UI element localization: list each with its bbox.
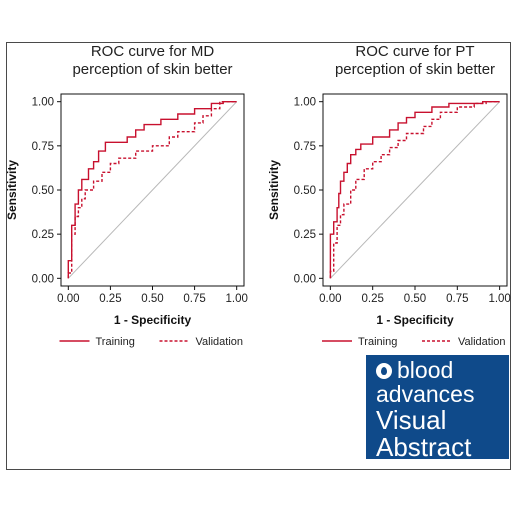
x-axis-label: 1 - Specificity (114, 313, 192, 327)
badge-line1: blood (397, 357, 454, 383)
badge-line4: Abstract (376, 432, 472, 462)
y-axis-label: Sensitivity (267, 160, 281, 220)
y-tick-label: 0.00 (32, 273, 54, 285)
badge-line3: Visual (376, 405, 447, 435)
chart-title-line-2: perception of skin better (72, 61, 232, 78)
y-tick-label: 0.25 (32, 229, 54, 241)
x-tick-label: 0.75 (183, 293, 205, 305)
y-axis-label: Sensitivity (5, 160, 19, 220)
legend-label-training: Training (96, 336, 135, 348)
y-tick-label: 0.75 (294, 141, 316, 153)
legend-label-training: Training (358, 336, 397, 348)
series-line-validation (67, 101, 237, 279)
x-tick-label: 1.00 (488, 293, 510, 305)
x-tick-label: 0.75 (446, 293, 468, 305)
reference-line (67, 101, 238, 279)
x-axis-label: 1 - Specificity (376, 313, 454, 327)
x-tick-label: 0.00 (57, 293, 79, 305)
x-tick-label: 0.50 (404, 293, 426, 305)
y-tick-label: 0.75 (32, 141, 54, 153)
y-tick-label: 0.25 (294, 229, 316, 241)
journal-badge: blood advances Visual Abstract (366, 355, 509, 462)
series-line-validation (329, 101, 500, 279)
series-line-training (329, 101, 500, 279)
x-tick-label: 0.25 (361, 293, 383, 305)
y-tick-label: 0.00 (294, 273, 316, 285)
badge-line2: advances (376, 381, 475, 407)
x-tick-label: 0.00 (319, 293, 341, 305)
y-tick-label: 0.50 (32, 185, 54, 197)
reference-line (329, 101, 501, 279)
y-tick-label: 0.50 (294, 185, 316, 197)
series-line-training (67, 101, 237, 279)
blood-drop-logo-icon (376, 362, 392, 379)
x-tick-label: 1.00 (225, 293, 247, 305)
figure-frame (6, 42, 511, 470)
legend-label-validation: Validation (458, 336, 506, 348)
legend-label-validation: Validation (196, 336, 244, 348)
y-tick-label: 1.00 (294, 97, 316, 109)
chart-title-line-1: ROC curve for PT (355, 43, 474, 60)
x-tick-label: 0.50 (141, 293, 163, 305)
chart-title-line-2: perception of skin better (335, 61, 495, 78)
y-tick-label: 1.00 (32, 97, 54, 109)
x-tick-label: 0.25 (99, 293, 121, 305)
chart-title-line-1: ROC curve for MD (91, 43, 215, 60)
